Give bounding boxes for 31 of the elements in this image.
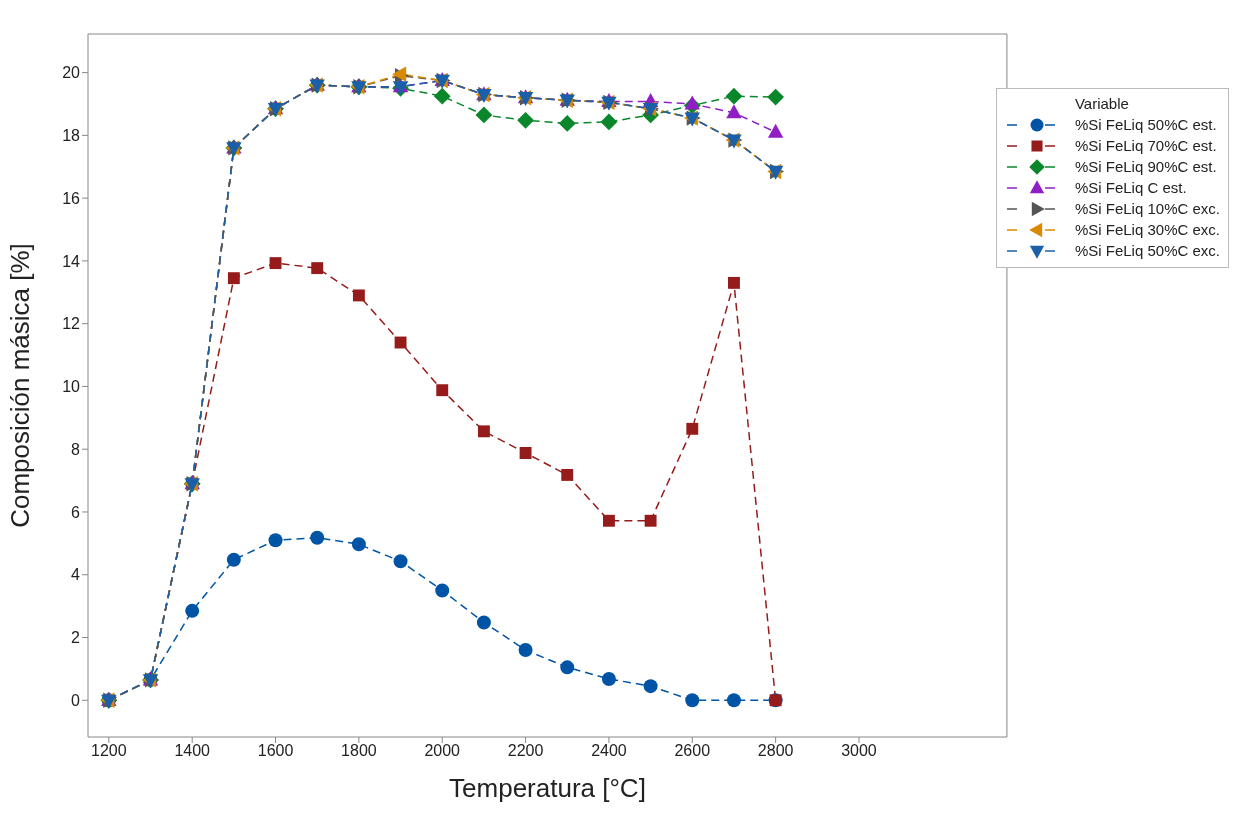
legend-title: Variable: [1073, 95, 1130, 112]
x-tick-label: 2600: [674, 742, 711, 760]
y-tick-label: 8: [71, 440, 81, 458]
x-tick-label: 1400: [174, 742, 211, 760]
y-tick-label: 10: [62, 378, 81, 396]
legend-label: %Si FeLiq 90%C est.: [1074, 158, 1217, 175]
legend-label: %Si FeLiq 50%C exc.: [1074, 242, 1220, 259]
x-tick-label: 1600: [257, 742, 294, 760]
y-tick-label: 4: [71, 566, 81, 584]
y-tick-label: 14: [62, 252, 81, 270]
x-tick-label: 2000: [424, 742, 461, 760]
legend-label: %Si FeLiq 50%C est.: [1074, 116, 1217, 133]
y-tick-label: 12: [62, 315, 81, 333]
x-tick-label: 1200: [91, 742, 127, 760]
x-tick-label: 2200: [507, 742, 544, 760]
legend-label: %Si FeLiq 10%C exc.: [1074, 200, 1220, 217]
legend-label: %Si FeLiq 70%C est.: [1074, 137, 1217, 154]
x-tick-label: 3000: [841, 742, 877, 760]
x-tick-label: 1800: [341, 742, 377, 760]
y-tick-label: 0: [71, 691, 81, 709]
x-tick-label: 2800: [757, 742, 794, 760]
x-axis-title: Temperatura [°C]: [449, 773, 646, 803]
y-tick-label: 18: [62, 127, 81, 145]
y-tick-label: 16: [62, 189, 81, 207]
y-tick-label: 6: [71, 503, 81, 521]
legend-label: %Si FeLiq 30%C exc.: [1074, 221, 1220, 238]
y-axis-title: Composición másica [%]: [5, 243, 36, 528]
x-tick-label: 2400: [591, 742, 627, 760]
y-tick-label: 20: [62, 64, 81, 82]
legend-label: %Si FeLiq C est.: [1074, 179, 1187, 196]
y-tick-label: 2: [71, 629, 81, 647]
